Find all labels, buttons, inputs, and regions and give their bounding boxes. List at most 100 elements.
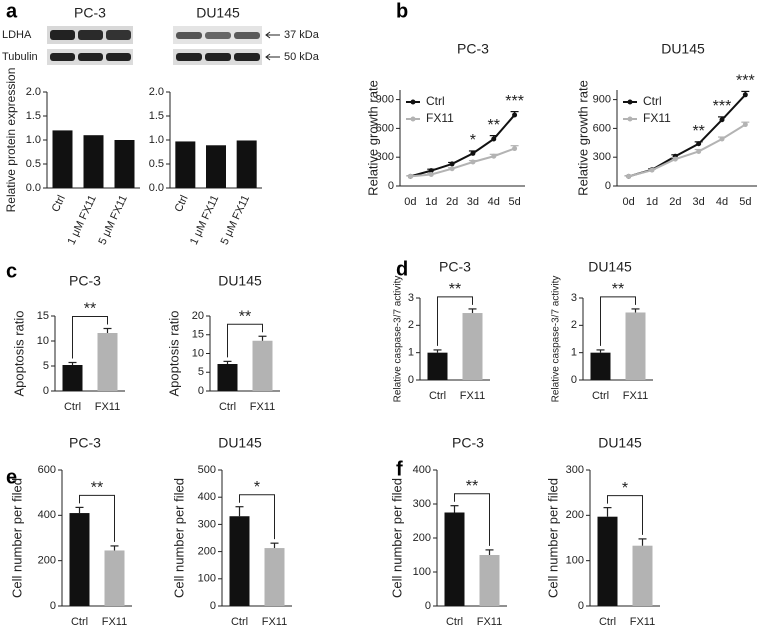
y-axis-label: Cell number per filed bbox=[9, 478, 24, 598]
x-tick-label: FX11 bbox=[250, 401, 275, 413]
bar bbox=[217, 364, 238, 391]
panel-letter: a bbox=[6, 0, 18, 22]
series-marker bbox=[470, 150, 476, 156]
bar bbox=[104, 550, 125, 606]
bar bbox=[590, 352, 611, 380]
blot-size: 37 kDa bbox=[284, 29, 320, 41]
x-tick-label: Ctrl bbox=[173, 193, 191, 214]
series-marker bbox=[742, 92, 748, 98]
y-tick-label: 20 bbox=[192, 310, 204, 322]
significance-label: ** bbox=[466, 478, 478, 495]
x-tick-label: 3d bbox=[693, 196, 705, 208]
series-line bbox=[410, 114, 516, 178]
x-tick-label: Ctrl bbox=[446, 616, 463, 628]
x-tick-label: Ctrl bbox=[599, 616, 616, 628]
legend-label: FX11 bbox=[643, 111, 671, 125]
blot-band bbox=[50, 30, 75, 40]
series-marker bbox=[742, 122, 748, 128]
y-tick-label: 300 bbox=[376, 151, 394, 163]
x-tick-label: FX11 bbox=[460, 390, 485, 402]
y-tick-label: 200 bbox=[198, 546, 216, 558]
y-tick-label: 400 bbox=[198, 491, 216, 503]
chart-title: PC-3 bbox=[69, 435, 101, 451]
chart-title: PC-3 bbox=[69, 273, 101, 289]
y-tick-label: 0 bbox=[605, 180, 611, 192]
y-tick-label: 10 bbox=[192, 347, 204, 359]
series-marker bbox=[512, 112, 518, 118]
y-tick-label: 3 bbox=[408, 292, 414, 304]
y-tick-label: 0.5 bbox=[26, 158, 41, 170]
y-tick-label: 1.0 bbox=[26, 134, 41, 146]
panel-letter: c bbox=[6, 260, 17, 282]
y-axis-label: Relative caspase-3/7 activity bbox=[551, 276, 562, 403]
y-tick-label: 1.5 bbox=[26, 110, 41, 122]
series-line bbox=[410, 147, 515, 178]
legend-label: Ctrl bbox=[426, 94, 445, 108]
arrow bbox=[265, 53, 280, 61]
significance-bracket bbox=[454, 493, 490, 546]
significance-label: * bbox=[622, 480, 628, 497]
legend-marker bbox=[410, 99, 416, 105]
x-tick-label: 1 μM FX11 bbox=[188, 193, 221, 246]
y-tick-label: 2 bbox=[571, 319, 577, 331]
blot-band bbox=[234, 32, 260, 39]
y-axis-label: Relative growth rate bbox=[575, 80, 590, 196]
significance-bracket bbox=[607, 495, 643, 535]
significance-label: ** bbox=[91, 480, 103, 497]
significance-label: * bbox=[470, 132, 476, 149]
series-marker bbox=[696, 141, 702, 147]
bar bbox=[625, 312, 646, 380]
bar bbox=[52, 130, 73, 188]
significance-label: *** bbox=[713, 98, 732, 115]
x-tick-label: FX11 bbox=[102, 616, 127, 628]
significance-bracket bbox=[437, 296, 473, 346]
y-tick-label: 10 bbox=[37, 335, 49, 347]
bar bbox=[69, 513, 90, 606]
legend-label: FX11 bbox=[426, 111, 454, 125]
series-marker bbox=[449, 166, 455, 172]
y-tick-label: 0 bbox=[50, 600, 56, 612]
legend-marker bbox=[627, 99, 633, 105]
x-tick-label: FX11 bbox=[623, 390, 648, 402]
bar bbox=[632, 545, 653, 606]
significance-label: * bbox=[254, 479, 260, 496]
y-axis-label: Cell number per filed bbox=[545, 478, 560, 598]
significance-bracket bbox=[600, 296, 636, 346]
blot-band bbox=[234, 53, 260, 61]
y-axis-label: Apoptosis ratio bbox=[11, 311, 26, 397]
series-marker bbox=[672, 156, 678, 162]
y-tick-label: 400 bbox=[413, 464, 431, 476]
y-tick-label: 0.0 bbox=[26, 182, 41, 194]
bar bbox=[264, 548, 285, 606]
y-tick-label: 300 bbox=[413, 498, 431, 510]
y-tick-label: 0 bbox=[425, 600, 431, 612]
series-marker bbox=[491, 153, 497, 159]
y-tick-label: 400 bbox=[38, 509, 56, 521]
x-tick-label: 4d bbox=[488, 196, 500, 208]
series-marker bbox=[512, 146, 518, 152]
y-axis-label: Apoptosis ratio bbox=[166, 311, 181, 397]
blot-band bbox=[78, 30, 103, 40]
blot-band bbox=[205, 53, 231, 61]
significance-label: ** bbox=[692, 123, 704, 140]
y-tick-label: 100 bbox=[566, 555, 584, 567]
series-marker bbox=[696, 148, 702, 154]
blot-cell-line: PC-3 bbox=[74, 5, 106, 21]
panel-letter: b bbox=[396, 0, 408, 22]
x-tick-label: Ctrl bbox=[64, 401, 81, 413]
significance-bracket bbox=[239, 494, 275, 540]
chart-title: PC-3 bbox=[439, 259, 471, 275]
x-tick-label: Ctrl bbox=[50, 193, 68, 214]
arrow bbox=[265, 31, 280, 39]
chart-title: DU145 bbox=[588, 259, 632, 275]
y-tick-label: 1.5 bbox=[149, 110, 164, 122]
x-tick-label: 5d bbox=[508, 196, 520, 208]
y-tick-label: 1.0 bbox=[149, 134, 164, 146]
y-tick-label: 300 bbox=[198, 518, 216, 530]
y-axis-label: Relative caspase-3/7 activity bbox=[393, 276, 404, 403]
significance-label: ** bbox=[488, 117, 500, 134]
legend-marker bbox=[627, 116, 633, 122]
y-tick-label: 200 bbox=[566, 509, 584, 521]
x-tick-label: Ctrl bbox=[429, 390, 446, 402]
